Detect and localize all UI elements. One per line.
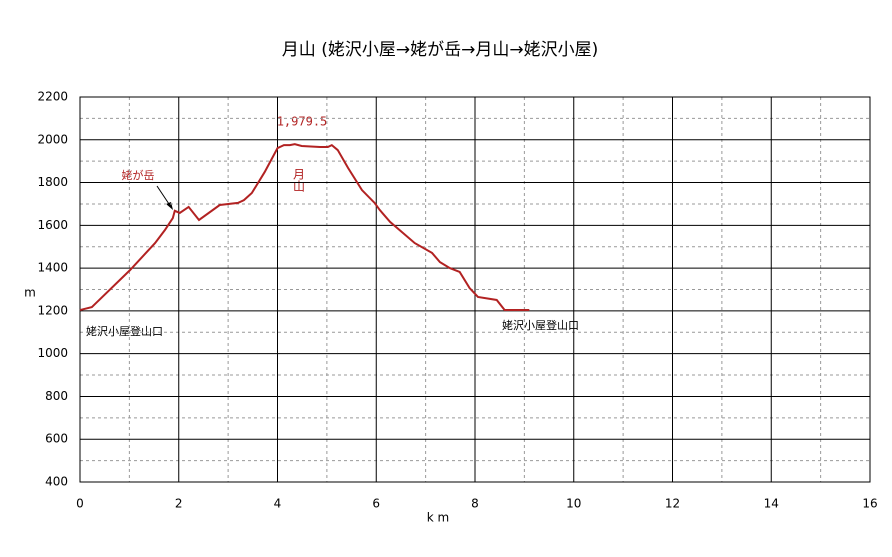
x-tick-label: 4 — [274, 497, 282, 511]
plot-frame — [79, 96, 871, 483]
x-tick-label: 14 — [764, 497, 779, 511]
peak-label: 1,979.5 — [277, 115, 328, 129]
x-tick-label: 10 — [566, 497, 581, 511]
y-tick-label: 800 — [45, 389, 68, 403]
y-tick-label: 2000 — [37, 132, 68, 146]
y-tick-label: 400 — [45, 475, 68, 489]
x-tick-label: 8 — [471, 497, 479, 511]
y-tick-label: 1600 — [37, 218, 68, 232]
start-label: 姥沢小屋登山口 — [86, 324, 163, 338]
x-tick-label: 16 — [862, 497, 877, 511]
summit-label: 姥が岳 — [122, 168, 155, 182]
y-tick-label: 1200 — [37, 303, 68, 317]
y-axis-label: m — [24, 286, 36, 300]
profile-line — [79, 143, 530, 312]
x-tick-label: 2 — [175, 497, 183, 511]
y-tick-label: 600 — [45, 432, 68, 446]
x-tick-label: 12 — [665, 497, 680, 511]
y-tick-label: 1800 — [37, 175, 68, 189]
x-tick-label: 6 — [372, 497, 380, 511]
y-tick-label: 1000 — [37, 346, 68, 360]
x-tick-label: 0 — [76, 497, 84, 511]
arrow-head — [166, 202, 173, 210]
y-tick-label: 1400 — [37, 261, 68, 275]
end-label: 姥沢小屋登山口 — [502, 318, 579, 332]
x-axis-label: k m — [427, 511, 449, 525]
peak-name: 月山 — [292, 168, 306, 192]
y-tick-label: 2200 — [37, 90, 68, 104]
chart-title: 月山 (姥沢小屋→姥が岳→月山→姥沢小屋) — [282, 40, 598, 60]
